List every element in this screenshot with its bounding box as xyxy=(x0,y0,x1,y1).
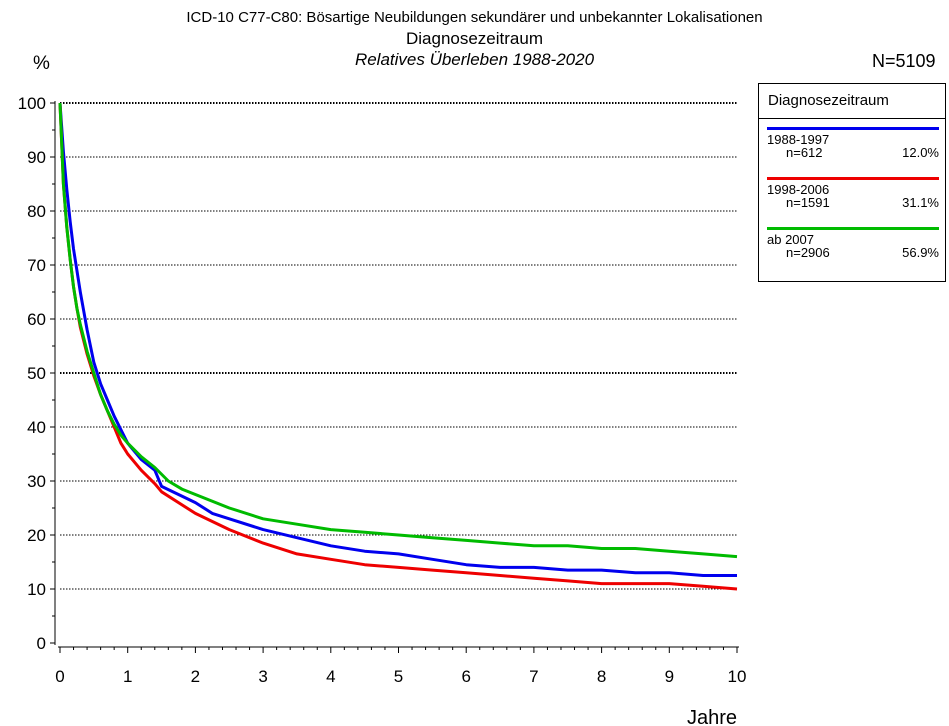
y-axis-unit: % xyxy=(33,53,50,74)
x-axis-label: Jahre xyxy=(687,707,737,726)
legend-divider xyxy=(759,118,945,119)
series-line-1988-1997 xyxy=(58,102,737,577)
y-tick-label: 0 xyxy=(37,634,46,653)
legend-share: 31.1% xyxy=(902,195,939,210)
x-tick-label: 1 xyxy=(123,667,132,686)
legend-label: ab 2007 xyxy=(767,232,814,247)
x-tick-label: 6 xyxy=(461,667,470,686)
x-tick-label: 7 xyxy=(529,667,538,686)
total-count: N=5109 xyxy=(872,51,936,71)
legend-share: 56.9% xyxy=(902,245,939,260)
x-tick-label: 10 xyxy=(728,667,747,686)
series-line-1998-2006 xyxy=(58,102,738,591)
y-tick-label: 50 xyxy=(27,364,46,383)
tick-labels: 0 10 20 30 40 50 60 70 80 90 100 0 1 2 3 4 5 6 7 8 9 10 xyxy=(18,94,747,686)
y-tick-label: 60 xyxy=(27,310,46,329)
x-tick-label: 4 xyxy=(326,667,335,686)
legend-share: 12.0% xyxy=(902,145,939,160)
axes xyxy=(50,101,739,653)
y-tick-label: 100 xyxy=(18,94,46,113)
legend-entry-1998-2006: 1998-2006 n=1591 31.1% xyxy=(767,177,939,225)
y-tick-label: 80 xyxy=(27,202,46,221)
legend-swatch xyxy=(767,177,939,180)
series-lines xyxy=(58,102,738,591)
legend: Diagnosezeitraum 1988-1997 n=612 12.0% 1… xyxy=(758,83,946,282)
legend-entry-1988-1997: 1988-1997 n=612 12.0% xyxy=(767,127,939,175)
legend-entry-ab-2007: ab 2007 n=2906 56.9% xyxy=(767,227,939,275)
x-tick-label: 8 xyxy=(597,667,606,686)
y-tick-label: 40 xyxy=(27,418,46,437)
legend-label: 1998-2006 xyxy=(767,182,830,197)
y-tick-label: 10 xyxy=(27,580,46,599)
legend-swatch xyxy=(767,227,939,230)
legend-title: Diagnosezeitraum xyxy=(768,92,889,109)
legend-count: n=612 xyxy=(786,145,823,160)
x-tick-label: 0 xyxy=(55,667,64,686)
y-tick-label: 90 xyxy=(27,148,46,167)
x-tick-label: 5 xyxy=(394,667,403,686)
grid-lines xyxy=(60,102,737,590)
chart-subtitle-period: Relatives Überleben 1988-2020 xyxy=(354,50,595,69)
y-tick-label: 70 xyxy=(27,256,46,275)
legend-label: 1988-1997 xyxy=(767,132,830,147)
legend-swatch xyxy=(767,127,939,130)
legend-count: n=2906 xyxy=(786,245,830,260)
y-tick-label: 30 xyxy=(27,472,46,491)
x-tick-label: 2 xyxy=(191,667,200,686)
chart-title: ICD-10 C77-C80: Bösartige Neubildungen s… xyxy=(186,9,763,26)
x-tick-label: 3 xyxy=(258,667,267,686)
x-tick-label: 9 xyxy=(665,667,674,686)
series-line-ab-2007 xyxy=(58,102,738,559)
y-tick-label: 20 xyxy=(27,526,46,545)
legend-count: n=1591 xyxy=(786,195,830,210)
chart-subtitle: Diagnosezeitraum xyxy=(405,29,543,48)
